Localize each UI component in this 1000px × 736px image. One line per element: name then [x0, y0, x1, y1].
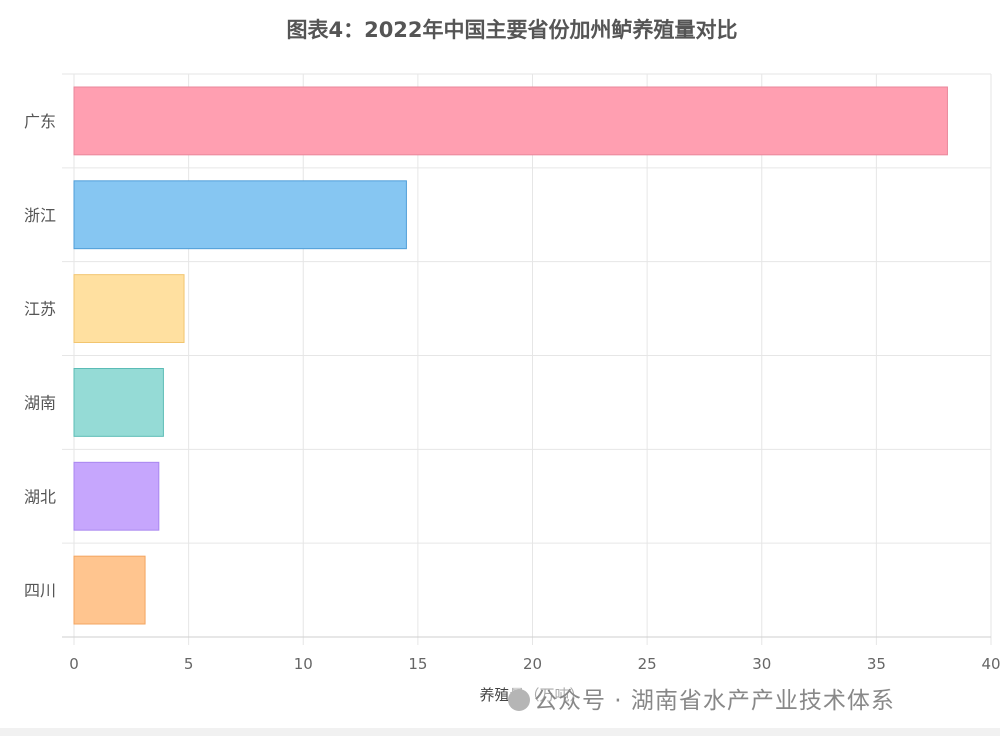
- bar-5: [73, 461, 160, 531]
- chart-title: 图表4：2022年中国主要省份加州鲈养殖量对比: [286, 18, 738, 42]
- category-label: 浙江: [24, 206, 56, 225]
- x-tick-label: 35: [867, 655, 886, 673]
- x-tick-label: 0: [69, 655, 79, 673]
- x-tick-label: 25: [638, 655, 657, 673]
- x-tick-label: 10: [294, 655, 313, 673]
- category-label: 江苏: [24, 300, 56, 319]
- bar-4: [73, 368, 164, 437]
- category-label: 四川: [24, 581, 56, 600]
- watermark: 公众号 · 湖南省水产产业技术体系: [508, 681, 895, 715]
- bar-3: [73, 274, 185, 343]
- wechat-icon: [508, 689, 530, 711]
- watermark-text: 公众号 · 湖南省水产产业技术体系: [534, 688, 895, 714]
- bar-1: [73, 86, 948, 156]
- x-tick-label: 5: [184, 655, 194, 673]
- category-label: 湖北: [24, 487, 56, 506]
- x-tick-label: 20: [523, 655, 542, 673]
- x-tick-label: 15: [408, 655, 427, 673]
- category-label: 广东: [24, 112, 56, 131]
- bar-2: [73, 180, 407, 250]
- x-tick-label: 30: [752, 655, 771, 673]
- category-label: 湖南: [24, 393, 56, 412]
- x-tick-label: 40: [981, 655, 1000, 673]
- bar-6: [73, 555, 146, 625]
